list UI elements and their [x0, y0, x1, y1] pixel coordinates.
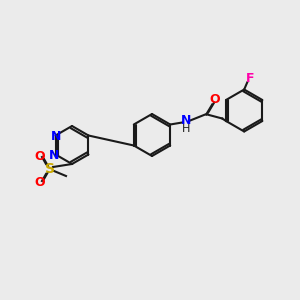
- Text: H: H: [182, 124, 190, 134]
- Text: N: N: [50, 149, 60, 162]
- Text: F: F: [246, 72, 254, 85]
- Text: O: O: [35, 176, 45, 188]
- Text: N: N: [181, 114, 191, 127]
- Text: S: S: [45, 162, 55, 176]
- Text: N: N: [51, 130, 62, 143]
- Text: O: O: [210, 93, 220, 106]
- Text: O: O: [35, 149, 45, 163]
